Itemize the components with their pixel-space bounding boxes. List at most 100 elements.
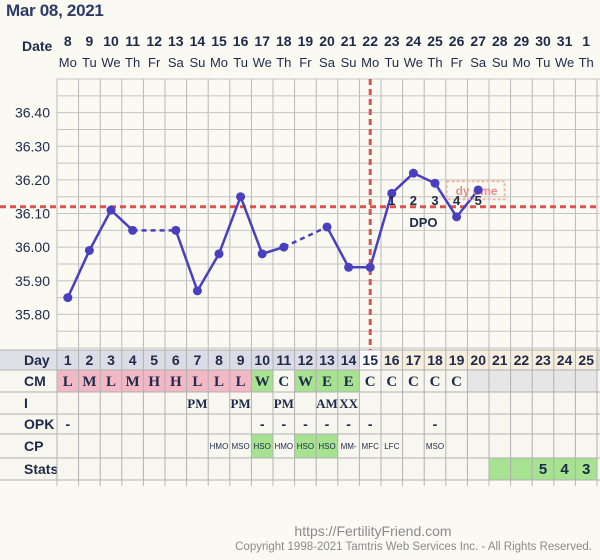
- i-cell-bg: [381, 392, 403, 414]
- temperature-line-segment: [325, 226, 350, 268]
- i-cell-bg: [467, 392, 489, 414]
- date-label: 12: [146, 33, 162, 49]
- weekday-label: We: [555, 55, 574, 70]
- stats-cell-bg: [208, 458, 230, 480]
- temperature-point: [452, 212, 462, 222]
- row-label-stats: Stats: [24, 461, 58, 477]
- weekday-label: We: [404, 55, 423, 70]
- opk-cell-text: -: [433, 416, 438, 432]
- cp-cell-bg: [402, 434, 425, 458]
- cm-cell-bg: [78, 370, 101, 392]
- temperature-point: [279, 242, 289, 252]
- day-cell-bg: [510, 350, 533, 370]
- temperature-point: [128, 225, 138, 235]
- day-cell-text: 23: [535, 352, 551, 368]
- date-label: 15: [211, 33, 227, 49]
- temperature-line-segment: [369, 192, 393, 268]
- i-cell-text: AM: [316, 396, 338, 411]
- cp-cell-bg: [78, 434, 101, 458]
- cm-cell-bg: [337, 370, 360, 392]
- cm-cell-text: L: [192, 374, 202, 390]
- i-cell-bg: [121, 392, 144, 414]
- day-cell-bg: [424, 350, 446, 370]
- day-cell-bg: [316, 350, 338, 370]
- date-label: 9: [86, 33, 94, 49]
- i-cell-bg: [78, 392, 101, 414]
- day-cell-text: 10: [254, 352, 270, 368]
- day-cell-bg: [208, 350, 230, 370]
- cp-cell-text: LFC: [384, 442, 399, 451]
- cp-cell-text: HMO: [210, 442, 229, 451]
- opk-cell-text: -: [346, 416, 351, 432]
- opk-cell-bg: [381, 414, 403, 434]
- day-cell-text: 14: [341, 352, 357, 368]
- temperature-point: [387, 188, 397, 198]
- dpo-number: 2: [410, 193, 417, 208]
- weekday-label: Tu: [384, 55, 399, 70]
- cm-cell-bg: [445, 370, 468, 392]
- cp-cell-text: MSO: [231, 442, 249, 451]
- cm-cell-text: H: [170, 374, 182, 390]
- cm-cell-bg: [510, 370, 533, 392]
- temperature-point: [192, 286, 202, 296]
- stats-cell-text: 5: [539, 461, 547, 478]
- dpo-number: 4: [453, 193, 461, 208]
- i-cell-bg: [424, 392, 446, 414]
- row-label-cp: CP: [24, 438, 43, 454]
- opk-cell-text: -: [65, 416, 70, 432]
- stats-cell-bg: [553, 458, 576, 480]
- opk-cell-bg: [553, 414, 576, 434]
- opk-cell-bg: [294, 414, 317, 434]
- date-label: 22: [362, 33, 378, 49]
- cm-cell-text: M: [126, 374, 140, 390]
- stats-cell-bg: [78, 458, 101, 480]
- weekday-label: Mo: [210, 55, 228, 70]
- row-label-day: Day: [24, 352, 50, 368]
- date-label: 1: [582, 33, 590, 49]
- cm-cell-text: E: [344, 374, 354, 390]
- opk-cell-bg: [337, 414, 360, 434]
- cp-cell-text: MFC: [362, 442, 380, 451]
- day-cell-text: 22: [514, 352, 530, 368]
- day-cell-bg: [402, 350, 425, 370]
- i-cell-text: XX: [339, 396, 358, 411]
- opk-cell-text: -: [303, 416, 308, 432]
- day-cell-bg: [100, 350, 122, 370]
- i-cell-bg: [143, 392, 165, 414]
- day-cell-text: 19: [449, 352, 465, 368]
- day-cell-text: 18: [427, 352, 443, 368]
- cm-cell-bg: [467, 370, 489, 392]
- stats-cell-bg: [359, 458, 381, 480]
- cp-cell-bg: [553, 434, 576, 458]
- i-cell-text: PM: [274, 396, 294, 411]
- day-cell-bg: [78, 350, 101, 370]
- i-cell-bg: [294, 392, 317, 414]
- day-cell-text: 13: [319, 352, 335, 368]
- opk-cell-text: -: [368, 416, 373, 432]
- cp-cell-bg: [316, 434, 338, 458]
- cm-cell-bg: [359, 370, 381, 392]
- date-label: 20: [319, 33, 335, 49]
- cm-cell-bg: [489, 370, 511, 392]
- weekday-label: Mo: [59, 55, 77, 70]
- temperature-line-segment: [110, 209, 134, 232]
- temperature-point: [106, 205, 116, 215]
- cm-cell-text: W: [298, 374, 313, 390]
- weekday-label: Sa: [319, 55, 336, 70]
- day-cell-text: 17: [406, 352, 422, 368]
- opk-cell-bg: [273, 414, 295, 434]
- weekday-label: Su: [189, 55, 205, 70]
- date-label: 24: [406, 33, 422, 49]
- footer-url[interactable]: https://FertilityFriend.com: [294, 523, 452, 539]
- cm-cell-bg: [532, 370, 554, 392]
- i-cell-bg: [100, 392, 122, 414]
- temperature-point: [408, 168, 418, 178]
- cm-cell-text: L: [236, 374, 246, 390]
- temperature-point: [257, 249, 267, 259]
- day-cell-text: 16: [384, 352, 400, 368]
- date-label: 25: [427, 33, 443, 49]
- cm-cell-bg: [186, 370, 209, 392]
- temperature-point: [236, 192, 246, 202]
- day-cell-bg: [359, 350, 381, 370]
- weekday-label: Th: [427, 55, 442, 70]
